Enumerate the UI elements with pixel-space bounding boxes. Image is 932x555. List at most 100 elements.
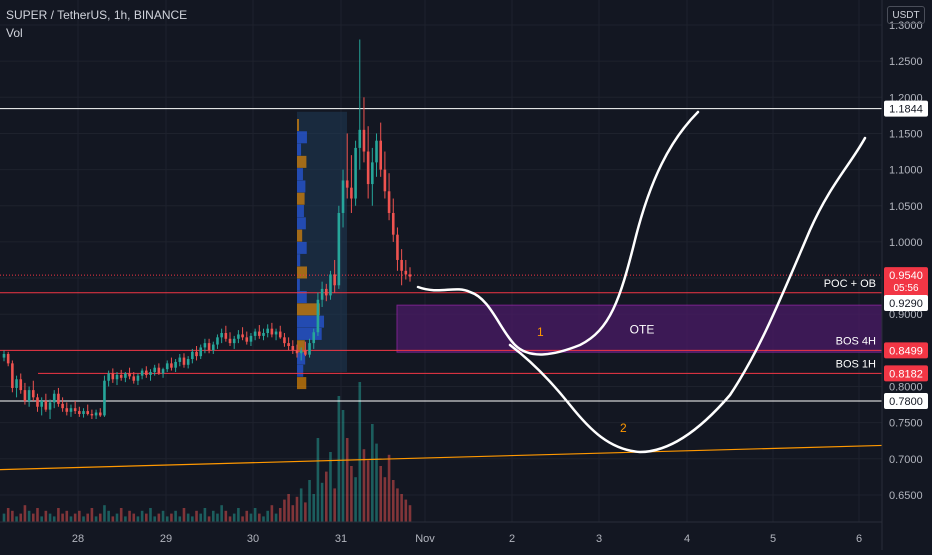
candle bbox=[11, 363, 14, 388]
price-tag bbox=[884, 342, 928, 359]
volume-profile-row bbox=[297, 143, 302, 156]
volume-bar bbox=[362, 449, 366, 522]
candle bbox=[295, 350, 299, 354]
candle bbox=[249, 335, 253, 342]
x-tick-label: 2 bbox=[509, 533, 515, 545]
volume-bar bbox=[111, 516, 115, 522]
y-tick-label: 1.1500 bbox=[889, 128, 923, 140]
candle bbox=[103, 380, 106, 416]
volume-profile-row bbox=[297, 241, 307, 254]
volume-bar bbox=[391, 480, 395, 522]
candle bbox=[258, 331, 261, 336]
candle bbox=[341, 180, 345, 213]
price-tag-label: 0.8182 bbox=[889, 368, 923, 380]
candle bbox=[36, 397, 39, 407]
volume-bar bbox=[350, 466, 353, 522]
volume-profile-row bbox=[297, 254, 301, 267]
volume-bar bbox=[174, 510, 177, 522]
candle bbox=[65, 408, 69, 412]
candle bbox=[90, 413, 94, 416]
volume-bar bbox=[178, 516, 182, 522]
volume-bar bbox=[98, 513, 102, 522]
candle bbox=[107, 373, 110, 381]
candle bbox=[15, 379, 18, 388]
volume-bar bbox=[299, 488, 303, 522]
level-line-label: POC + OB bbox=[824, 278, 876, 290]
volume-bar bbox=[312, 494, 316, 522]
volume-bar bbox=[86, 513, 90, 522]
x-tick-label: 5 bbox=[770, 533, 776, 545]
candle bbox=[396, 234, 399, 260]
candle bbox=[270, 328, 274, 335]
volume-profile-row bbox=[297, 168, 303, 181]
volume-profile-row bbox=[297, 327, 322, 340]
candle bbox=[73, 408, 77, 412]
y-tick-label: 0.7000 bbox=[889, 454, 923, 466]
candle bbox=[237, 334, 240, 339]
candle bbox=[400, 259, 403, 271]
candle bbox=[345, 180, 349, 188]
candle bbox=[291, 346, 295, 351]
volume-bar bbox=[291, 505, 295, 522]
unit-label[interactable]: USDT bbox=[887, 6, 925, 24]
volume-bar bbox=[23, 505, 27, 522]
volume-profile-row bbox=[297, 192, 305, 205]
price-tag-label: 0.9290 bbox=[889, 298, 923, 310]
volume-bars bbox=[2, 382, 412, 522]
candle bbox=[140, 370, 144, 376]
candle bbox=[115, 374, 119, 380]
candle bbox=[266, 328, 269, 333]
candle bbox=[48, 402, 52, 410]
volume-profile-row bbox=[297, 205, 304, 218]
candle bbox=[128, 373, 131, 377]
x-tick-label: 6 bbox=[856, 533, 862, 545]
volume-bar bbox=[44, 510, 48, 522]
candle bbox=[354, 147, 357, 199]
candle bbox=[40, 400, 43, 407]
candle bbox=[320, 288, 324, 300]
candle bbox=[178, 357, 182, 362]
volume-bar bbox=[199, 513, 203, 522]
price-tag-label: 1.1844 bbox=[889, 104, 923, 116]
candle bbox=[6, 353, 10, 364]
volume-bar bbox=[65, 510, 69, 522]
candle bbox=[312, 332, 316, 344]
price-tag bbox=[884, 100, 928, 117]
candle bbox=[27, 390, 31, 401]
volume-profile-row bbox=[297, 229, 303, 242]
volume-bar bbox=[2, 513, 6, 522]
volume-bar bbox=[249, 513, 253, 522]
candle bbox=[316, 299, 320, 333]
volume-bar bbox=[358, 382, 362, 522]
volume-bar bbox=[161, 510, 165, 522]
volume-bar bbox=[149, 508, 152, 522]
volume-bar bbox=[182, 508, 186, 522]
volume-bar bbox=[228, 516, 232, 522]
price-tag-label: 0.7800 bbox=[889, 396, 923, 408]
level-line-label: BOS 1H bbox=[836, 358, 876, 370]
candle bbox=[274, 331, 278, 335]
volume-bar bbox=[52, 516, 56, 522]
y-tick-label: 0.8000 bbox=[889, 382, 923, 394]
volume-bar bbox=[132, 513, 136, 522]
volume-bar bbox=[57, 508, 60, 522]
candle bbox=[44, 400, 48, 410]
candle bbox=[324, 288, 328, 296]
level-line-label: BOS 4H bbox=[836, 335, 876, 347]
volume-bar bbox=[19, 513, 23, 522]
volume-bar bbox=[119, 508, 123, 522]
candle bbox=[283, 337, 286, 344]
candle bbox=[61, 403, 64, 409]
candle bbox=[2, 353, 6, 358]
candles bbox=[2, 39, 412, 420]
volume-bar bbox=[387, 454, 391, 522]
volume-bar bbox=[36, 508, 39, 522]
volume-bar bbox=[404, 499, 408, 522]
x-tick-label: 28 bbox=[72, 533, 84, 545]
volume-bar bbox=[94, 516, 98, 522]
candle bbox=[132, 376, 136, 381]
drawings: 12 bbox=[416, 110, 867, 454]
volume-bar bbox=[320, 482, 324, 522]
